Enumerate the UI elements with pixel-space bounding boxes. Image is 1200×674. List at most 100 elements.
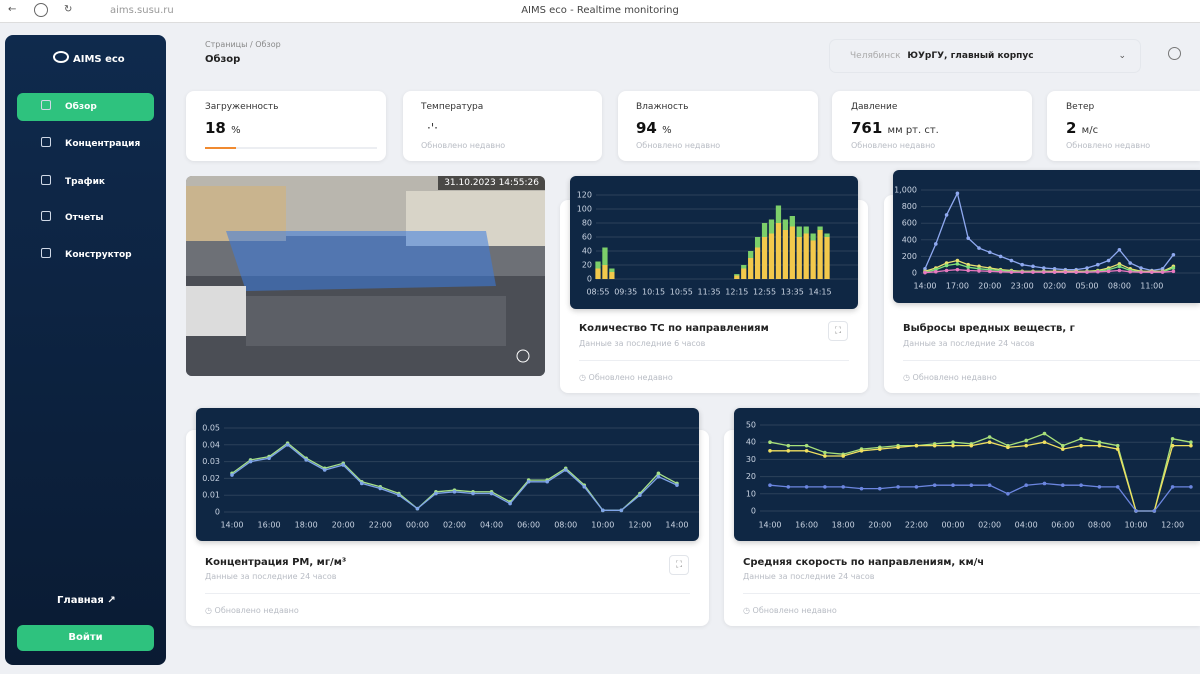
reload-button[interactable]: ↻ (64, 4, 73, 15)
point (951, 440, 955, 444)
point (1006, 445, 1010, 450)
point (932, 443, 937, 448)
point (230, 473, 234, 477)
point (545, 479, 549, 484)
x-tick-label: 00:00 (941, 521, 964, 530)
chart-title: Средняя скорость по направлениям, км/ч (743, 557, 985, 568)
back-button[interactable]: ← (8, 4, 17, 15)
point (1074, 270, 1078, 274)
x-tick-label: 12:15 (725, 288, 748, 297)
point (1024, 438, 1028, 443)
stat-value: 761 мм рт. ст. (851, 119, 939, 137)
point (341, 463, 346, 467)
point (1006, 492, 1010, 496)
point (1097, 440, 1102, 444)
city: Челябинск (850, 51, 901, 61)
login-button[interactable]: Войти (17, 625, 154, 651)
x-tick-label: 14:00 (220, 521, 243, 530)
point (923, 270, 927, 275)
point (977, 264, 981, 269)
x-tick-label: 18:00 (832, 521, 855, 530)
point (878, 486, 882, 491)
stat-card: Влажность 94 % Обновлено недавно (618, 91, 818, 161)
y-tick-label: 60 (582, 233, 592, 242)
line (770, 441, 1191, 512)
x-tick-label: 16:00 (795, 521, 818, 530)
crumb: Обзор (255, 40, 281, 49)
point (1189, 485, 1193, 489)
point (1152, 509, 1157, 513)
stat-number: 2 (1066, 119, 1077, 137)
y-tick-label: 400 (902, 235, 917, 244)
bar (609, 268, 615, 272)
line (924, 191, 1174, 272)
nav-item[interactable]: Отчеты (17, 204, 154, 232)
home-text: Главная (57, 595, 104, 606)
nav-label: Концентрация (65, 139, 141, 149)
nav-item[interactable]: Концентрация (17, 130, 154, 158)
nav-item[interactable]: Обзор (17, 93, 154, 121)
point (768, 449, 772, 453)
nav-item[interactable]: Трафик (17, 168, 154, 196)
bar (789, 226, 795, 279)
point (1189, 443, 1193, 448)
point (934, 269, 938, 274)
camera-timestamp: 31.10.2023 14:55:26 (438, 176, 545, 190)
point (1160, 270, 1165, 274)
x-tick-label: 12:00 (628, 521, 651, 530)
point (248, 459, 253, 464)
footer-text: Обновлено недавно (752, 606, 837, 615)
y-tick-label: 1,000 (894, 186, 917, 195)
progress-track (205, 147, 377, 149)
x-tick-label: 14:00 (758, 521, 781, 530)
stat-unit: мм рт. ст. (887, 125, 939, 136)
point (582, 485, 587, 489)
bar (595, 261, 601, 269)
brand[interactable]: AIMS eco (53, 51, 125, 65)
camera-image (186, 176, 545, 376)
extension-icon[interactable] (34, 3, 48, 17)
home-link[interactable]: Главная ↗ (57, 595, 116, 606)
chart-subtitle: Данные за последние 24 часов (205, 572, 337, 581)
y-tick-label: 600 (902, 219, 917, 228)
bar (761, 223, 768, 237)
point (955, 258, 960, 263)
crumb[interactable]: Страницы (205, 40, 248, 49)
stat-card: Температура ⋅'⋅ Обновлено недавно (403, 91, 602, 161)
y-tick-label: 0 (587, 275, 592, 284)
x-tick-label: 16:00 (258, 521, 281, 530)
point (977, 246, 981, 250)
stat-label: Ветер (1066, 102, 1095, 112)
y-tick-label: 0 (751, 507, 756, 516)
x-tick-label: 18:00 (295, 521, 318, 530)
chart-footer: ◷ Обновлено недавно (579, 373, 673, 382)
x-tick-label: 20:00 (332, 521, 355, 530)
point (1024, 483, 1028, 487)
point (415, 506, 420, 511)
expand-button[interactable]: ⛶ (828, 321, 848, 341)
point (786, 449, 791, 453)
point (1189, 440, 1193, 444)
camera-view[interactable]: 31.10.2023 14:55:26 (186, 176, 545, 376)
point (1117, 268, 1122, 273)
stat-card: Ветер 2 м/с Обновлено недавно (1047, 91, 1200, 161)
bar (768, 219, 775, 234)
point (914, 485, 919, 489)
browser-bar: ← ↻ aims.susu.ru AIMS eco - Realtime mon… (0, 0, 1200, 23)
x-tick-label: 12:55 (753, 288, 776, 297)
login-text: Войти (68, 632, 103, 643)
point (768, 483, 772, 487)
language-icon[interactable] (1168, 47, 1181, 60)
stat-card: Загруженность 18 % (186, 91, 386, 161)
point (1079, 483, 1083, 487)
nav-item[interactable]: Конструктор (17, 241, 154, 269)
point (1170, 443, 1175, 448)
point (1020, 270, 1024, 274)
point (966, 236, 970, 240)
expand-button[interactable]: ⛶ (669, 555, 689, 575)
x-tick-label: 06:00 (1051, 521, 1074, 530)
point (1042, 440, 1047, 444)
url[interactable]: aims.susu.ru (110, 5, 174, 16)
location-select[interactable]: Челябинск ЮУрГУ, главный корпус ⌄ (830, 40, 1140, 72)
stat-number: 94 (636, 119, 657, 137)
